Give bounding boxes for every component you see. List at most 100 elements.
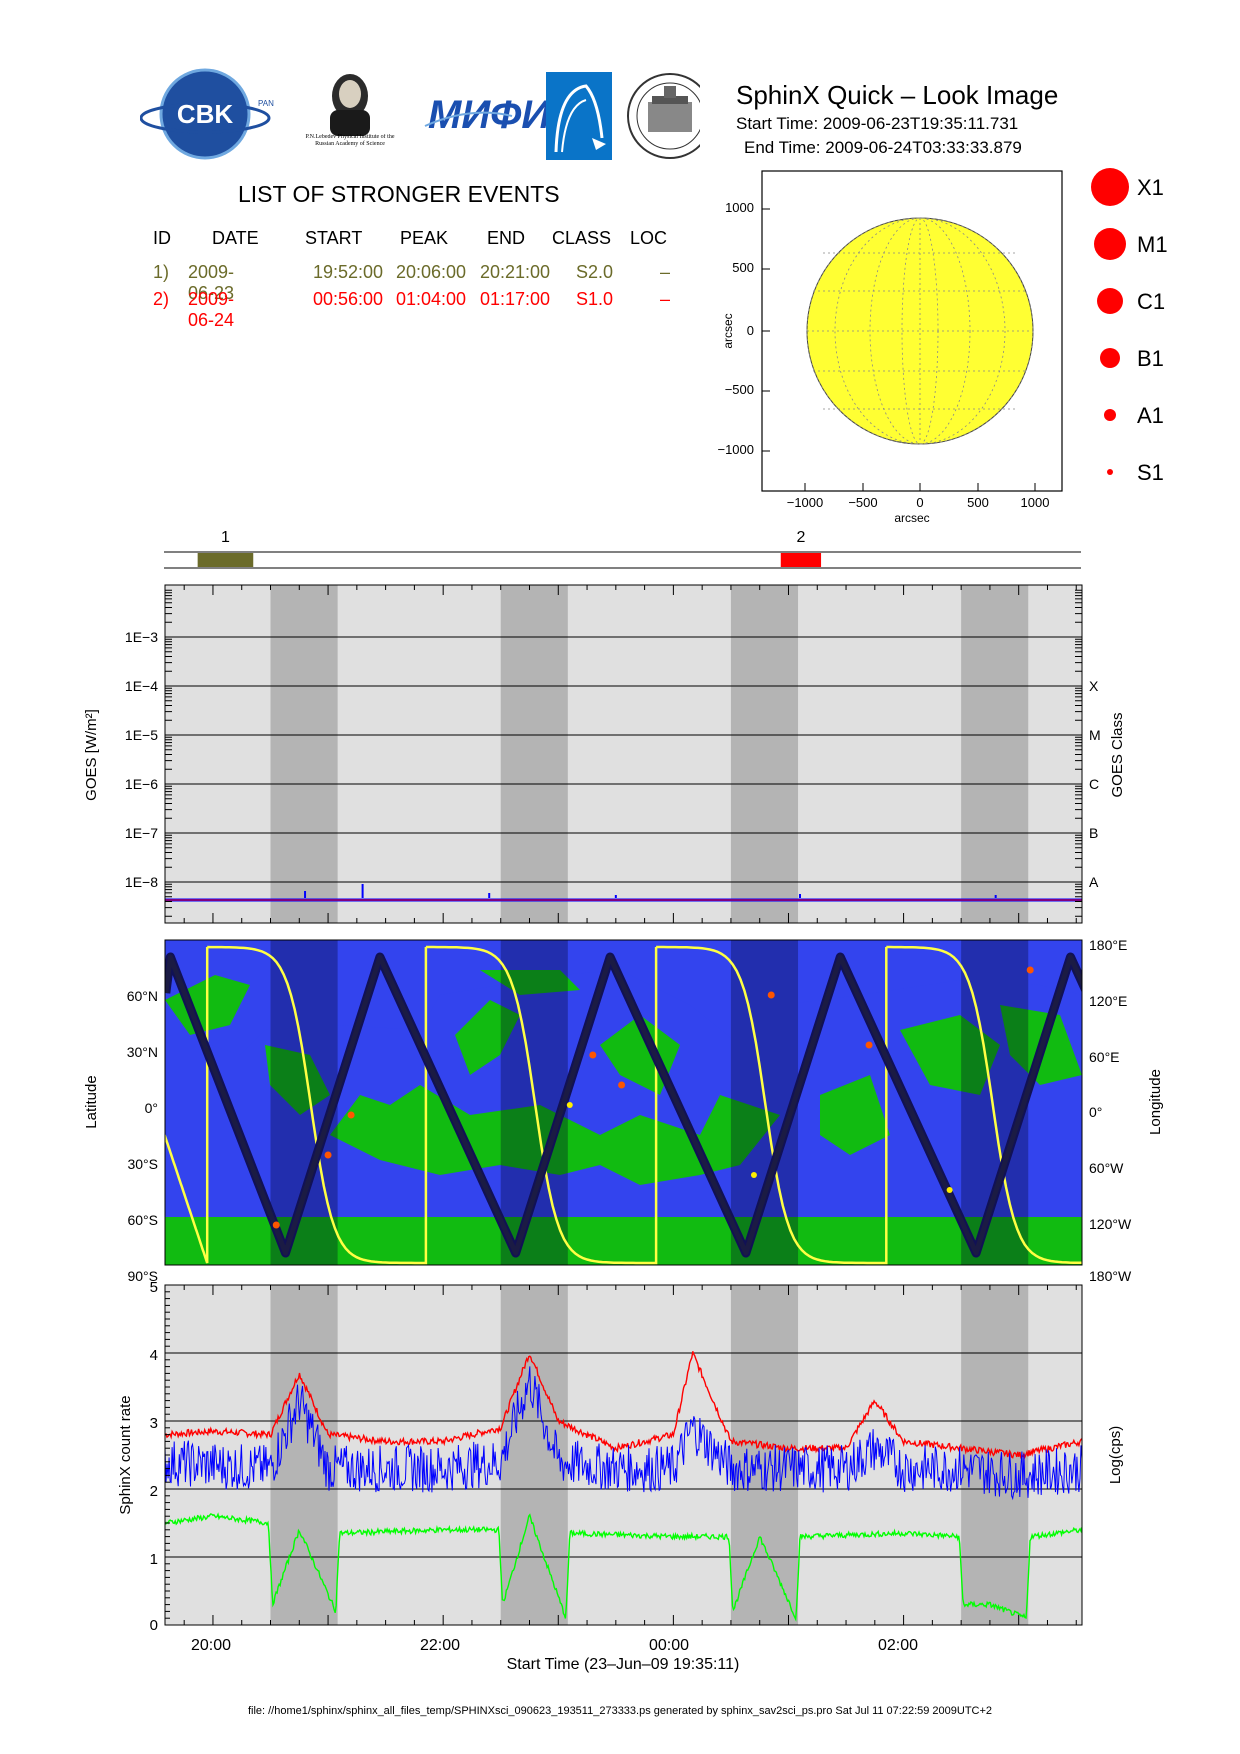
event-end: 20:21:00 [480, 262, 551, 282]
event-loc: – [660, 289, 671, 309]
goes-class-label: C [1089, 776, 1099, 792]
sun-ytick: 0 [747, 323, 754, 338]
rate-ytick: 3 [150, 1415, 158, 1432]
rate-series-line [165, 1512, 1082, 1622]
rate-ytick: 4 [150, 1347, 158, 1364]
lat-tick: 0° [145, 1100, 158, 1116]
events-title: LIST OF STRONGER EVENTS [238, 181, 560, 207]
col-header-start: START [305, 228, 363, 248]
goes-ytick: 1E−4 [125, 678, 158, 694]
event-start: 00:56:00 [313, 289, 384, 309]
legend-marker [1091, 168, 1129, 206]
sun-map-yticks: 1000 500 0 −500 −1000 [717, 200, 754, 457]
logo-strip: CBK PAN P.N.Lebedev Physical Institute o… [140, 68, 700, 160]
sun-ytick: −500 [725, 382, 754, 397]
goes-class-label: A [1089, 874, 1099, 890]
goes-class-labels: X M C B A [1089, 678, 1101, 890]
sun-map: 1000 500 0 −500 −1000 −1000 −500 0 500 1… [717, 170, 1063, 525]
sun-xtick: 0 [916, 495, 923, 510]
col-header-end: END [487, 228, 526, 248]
sun-ytick: −1000 [717, 442, 754, 457]
legend-label: X1 [1137, 175, 1164, 200]
longitude-ticks: 180°E 120°E 60°E 0° 60°W 120°W 180°W [1089, 937, 1132, 1284]
goes-ylabel-right: GOES Class [1109, 712, 1126, 797]
solar-disk [806, 217, 1034, 445]
start-time: Start Time: 2009-06-23T19:35:11.731 [736, 114, 1019, 133]
geo-ylabel: Latitude [83, 1075, 100, 1128]
event-bar-mark [197, 553, 254, 567]
legend-marker [1107, 469, 1113, 475]
rate-ytick: 5 [150, 1279, 158, 1296]
eclipse-band [730, 585, 799, 923]
count-marker [272, 1221, 280, 1229]
rate-ytick: 0 [150, 1617, 158, 1634]
university-seal [627, 73, 700, 159]
count-marker [767, 991, 775, 999]
sun-ytick: 500 [732, 260, 754, 275]
rate-series-line [165, 1351, 1082, 1459]
goes-ytick: 1E−3 [125, 629, 158, 645]
event-loc: – [660, 262, 671, 282]
goes-ytick: 1E−5 [125, 727, 158, 743]
event-bar-label: 2 [796, 529, 805, 546]
lon-tick: 180°W [1089, 1268, 1132, 1284]
footer-file-info: file: //home1/sphinx/sphinx_all_files_te… [247, 1705, 993, 1717]
rate-ytick: 1 [150, 1551, 158, 1568]
lon-tick: 0° [1089, 1104, 1102, 1120]
event-class: S2.0 [576, 262, 614, 282]
goes-panel: 1E−3 1E−4 1E−5 1E−6 1E−7 1E−8 X M C B A … [83, 584, 1126, 924]
lon-tick: 120°W [1089, 1216, 1132, 1232]
col-header-date: DATE [212, 228, 259, 248]
event-peak: 20:06:00 [396, 262, 467, 282]
eclipse-band [500, 585, 568, 923]
legend-label: B1 [1137, 346, 1164, 371]
mifi-logo: МИФИ [424, 93, 551, 137]
time-axis: 20:00 22:00 00:00 02:00 Start Time (23–J… [191, 1637, 918, 1673]
end-time: End Time: 2009-06-24T03:33:33.879 [744, 138, 1022, 157]
lat-tick: 60°N [127, 988, 158, 1004]
lon-tick: 180°E [1089, 937, 1127, 953]
col-header-peak: PEAK [400, 228, 449, 248]
rate-panel: 5 4 3 2 1 0 SphinX count rate Log(cps) [117, 1279, 1124, 1634]
legend-label: S1 [1137, 460, 1164, 485]
sun-map-xticks: −1000 −500 0 500 1000 [787, 495, 1050, 510]
lebedev-logo-text: P.N.Lebedev Physical Institute of the Ru… [305, 134, 395, 147]
goes-ytick: 1E−7 [125, 825, 158, 841]
events-table: ID DATE START PEAK END CLASS LOC 1) 2009… [0, 228, 700, 330]
legend-marker [1094, 228, 1126, 260]
event-class: S1.0 [576, 289, 614, 309]
quicklook-title: SphinX Quick – Look Image [736, 80, 1059, 110]
goes-ylabel: GOES [W/m²] [83, 709, 100, 801]
plot-stack: 1E−3 1E−4 1E−5 1E−6 1E−7 1E−8 X M C B A … [83, 584, 1164, 1673]
legend-label: A1 [1137, 403, 1164, 428]
sun-xtick: 1000 [1021, 495, 1050, 510]
lebedev-logo: P.N.Lebedev Physical Institute of the Ru… [305, 74, 395, 147]
count-marker [618, 1081, 626, 1089]
sun-xtick: −500 [848, 495, 877, 510]
sun-xtick: −1000 [787, 495, 824, 510]
institute-logo [546, 72, 612, 160]
cbk-logo-text: CBK [177, 99, 234, 129]
col-header-id: ID [153, 228, 171, 248]
eclipse-band [500, 1285, 568, 1625]
solar-grid [806, 217, 1034, 445]
rate-ylabel-right: Log(cps) [1107, 1426, 1124, 1484]
mifi-logo-text: МИФИ [428, 93, 551, 137]
count-marker [589, 1051, 597, 1059]
lat-tick: 90°S [127, 1268, 158, 1284]
legend-marker [1100, 348, 1120, 368]
goes-class-label: B [1089, 825, 1098, 841]
lon-tick: 60°E [1089, 1049, 1120, 1065]
time-tick: 02:00 [878, 1637, 918, 1654]
goes-class-label: X [1089, 678, 1099, 694]
eclipse-band [270, 585, 338, 923]
goes-ytick: 1E−6 [125, 776, 158, 792]
lat-tick: 30°N [127, 1044, 158, 1060]
lon-tick: 60°W [1089, 1160, 1124, 1176]
sun-map-ylabel: arcsec [721, 313, 735, 348]
event-id: 1) [153, 262, 170, 282]
sun-xtick: 500 [967, 495, 989, 510]
eclipse-band [270, 940, 338, 1265]
goes-yticks: 1E−3 1E−4 1E−5 1E−6 1E−7 1E−8 [125, 629, 158, 890]
